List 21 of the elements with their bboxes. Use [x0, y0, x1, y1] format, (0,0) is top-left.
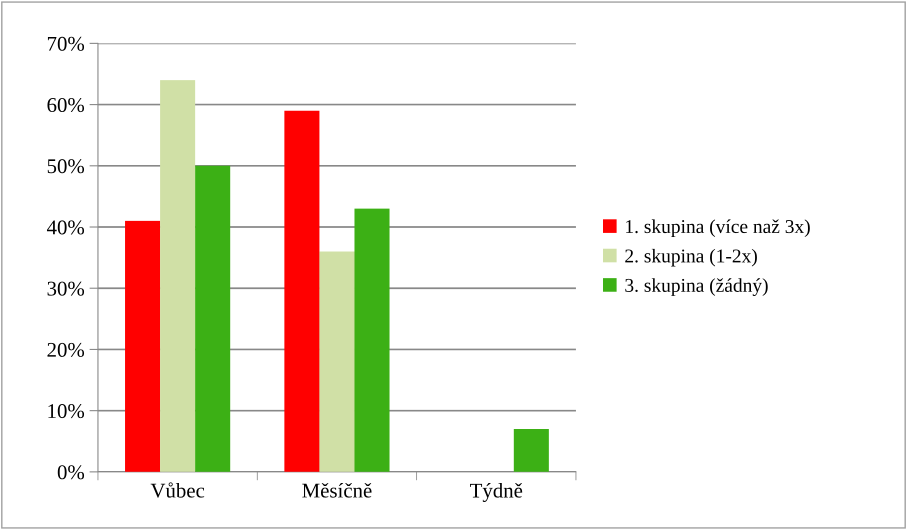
bar	[354, 208, 390, 472]
bar	[284, 110, 320, 472]
y-tick-label: 30%	[48, 282, 84, 296]
y-tick-label: 40%	[46, 220, 84, 235]
x-tick-label: Týdně	[470, 482, 522, 502]
bar	[514, 429, 549, 472]
y-tick-label: 0%	[58, 465, 84, 480]
x-tick-label: Měsíčně	[302, 482, 372, 498]
y-tick-label: 20%	[47, 342, 84, 357]
y-tick-label: 60%	[47, 98, 84, 112]
legend-label: 3. skupina (žádný)	[625, 278, 768, 296]
bar	[125, 220, 160, 472]
y-tick-label: 10%	[48, 404, 84, 418]
y-tick-label: 50%	[48, 159, 84, 174]
bar	[319, 252, 354, 472]
bar	[195, 166, 230, 472]
legend-label: 1. skupina (více naž 3x)	[626, 219, 810, 238]
y-tick-label: 70%	[48, 36, 84, 51]
bar	[160, 80, 196, 472]
x-tick-label: Vůbec	[150, 482, 204, 498]
legend-label: 2. skupina (1-2x)	[625, 248, 757, 266]
